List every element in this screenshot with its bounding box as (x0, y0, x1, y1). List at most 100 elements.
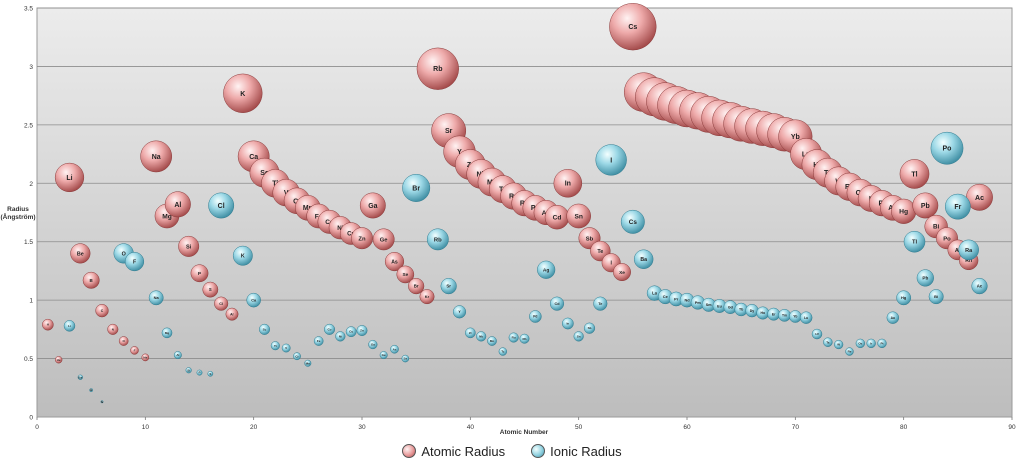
bubble-ta[interactable] (823, 337, 833, 347)
bubble-sn[interactable] (573, 331, 584, 342)
bubble-p[interactable] (190, 264, 209, 283)
legend-item-ionic-radius[interactable]: Ionic Radius (531, 444, 622, 459)
bubble-li[interactable] (54, 162, 85, 193)
bubble-fe[interactable] (313, 336, 324, 346)
bubble-ra[interactable] (958, 239, 979, 261)
bubble-n[interactable] (107, 323, 119, 335)
bubble-y[interactable] (452, 305, 467, 319)
bubble-rb[interactable] (416, 47, 459, 90)
bubble-ni[interactable] (335, 331, 346, 342)
bubble-br[interactable] (402, 173, 431, 202)
bubble-sc[interactable] (259, 323, 270, 335)
bubble-na[interactable] (140, 140, 173, 173)
bubble-se[interactable] (401, 354, 410, 363)
bubble-i[interactable] (595, 144, 627, 176)
bubble-in[interactable] (561, 317, 574, 330)
bubble-sb[interactable] (583, 322, 596, 334)
bubble-as[interactable] (384, 252, 405, 272)
bubble-bi[interactable] (928, 289, 944, 305)
bubble-au[interactable] (886, 311, 900, 324)
bubble-ar[interactable] (225, 307, 239, 321)
bubble-f[interactable] (124, 252, 145, 272)
bubble-f[interactable] (130, 346, 139, 355)
bubble-nb[interactable] (476, 331, 487, 342)
bubble-cd[interactable] (549, 296, 565, 311)
bubble-mn[interactable] (304, 359, 312, 367)
bubble-k[interactable] (223, 73, 263, 113)
bubble-al[interactable] (173, 351, 182, 360)
bubble-ti[interactable] (270, 341, 280, 351)
bubble-na[interactable] (148, 290, 164, 306)
bubble-ne[interactable] (141, 353, 150, 362)
bubble-ge[interactable] (379, 351, 388, 360)
bubble-mg[interactable] (161, 327, 173, 339)
bubble-rb[interactable] (426, 228, 449, 251)
bubble-re[interactable] (845, 347, 854, 356)
bubble-li[interactable] (63, 320, 76, 332)
bubble-rh[interactable] (519, 333, 530, 344)
bubble-mo[interactable] (487, 336, 497, 346)
bubble-al[interactable] (164, 191, 191, 218)
bubble-cl[interactable] (214, 296, 229, 311)
bubble-cr[interactable] (293, 352, 301, 361)
bubble-he[interactable] (54, 356, 63, 364)
bubble-ga[interactable] (359, 192, 386, 219)
bubble-ru[interactable] (508, 332, 519, 343)
bubble-be[interactable] (77, 374, 83, 380)
bubble-fr[interactable] (944, 193, 971, 220)
bubble-cu[interactable] (345, 326, 357, 338)
bubble-s[interactable] (207, 370, 214, 377)
bubble-co[interactable] (324, 323, 335, 335)
gridlines (37, 7, 1012, 359)
bubble-v[interactable] (281, 343, 291, 353)
bubble-kr[interactable] (419, 289, 435, 305)
bubble-pb[interactable] (916, 269, 934, 287)
bubble-se[interactable] (396, 265, 415, 284)
bubble-xe[interactable] (613, 263, 631, 282)
bubble-b[interactable] (89, 388, 94, 392)
bubble-b[interactable] (82, 271, 100, 289)
legend-item-atomic-radius[interactable]: Atomic Radius (402, 444, 505, 459)
bubble-o[interactable] (118, 336, 129, 346)
bubble-tl[interactable] (899, 159, 930, 189)
bubble-p[interactable] (196, 369, 203, 376)
bubble-ir[interactable] (866, 338, 876, 349)
bubble-ba[interactable] (633, 249, 654, 269)
bubble-ge[interactable] (372, 228, 395, 251)
bubble-lu[interactable] (799, 311, 813, 324)
bubble-si[interactable] (185, 367, 192, 374)
bubble-s[interactable] (202, 281, 219, 298)
bubble-hf[interactable] (811, 328, 823, 340)
bubble-w[interactable] (834, 339, 844, 350)
bubble-as[interactable] (390, 344, 399, 354)
bubble-zn[interactable] (356, 325, 368, 336)
bubble-cl[interactable] (208, 192, 235, 219)
bubble-ag[interactable] (537, 260, 556, 279)
bubble-c[interactable] (95, 304, 109, 318)
bubble-tl[interactable] (903, 230, 926, 253)
bubble-zr[interactable] (465, 327, 476, 339)
bubble-po[interactable] (930, 131, 964, 165)
bubble-ca[interactable] (246, 292, 261, 308)
bubble-sr[interactable] (440, 278, 457, 295)
bubble-zn[interactable] (351, 227, 373, 250)
bubble-h[interactable] (42, 318, 54, 331)
bubble-ac[interactable] (971, 278, 988, 295)
bubble-br[interactable] (408, 278, 425, 295)
bubble-hg[interactable] (896, 290, 912, 306)
bubble-cs[interactable] (609, 3, 657, 51)
bubble-n[interactable] (100, 400, 104, 404)
bubble-tc[interactable] (498, 347, 508, 356)
bubble-pd[interactable] (529, 310, 542, 323)
bubble-cs[interactable] (620, 209, 645, 234)
bubble-ga[interactable] (368, 339, 378, 350)
bubble-te[interactable] (593, 296, 608, 311)
bubble-in[interactable] (553, 169, 583, 198)
bubble-sn[interactable] (566, 203, 591, 229)
bubble-os[interactable] (855, 338, 865, 349)
bubble-be[interactable] (70, 243, 91, 264)
bubble-si[interactable] (178, 235, 200, 257)
bubble-k[interactable] (232, 245, 253, 266)
bubble-pt[interactable] (877, 338, 887, 349)
bubble-pb[interactable] (912, 192, 939, 219)
